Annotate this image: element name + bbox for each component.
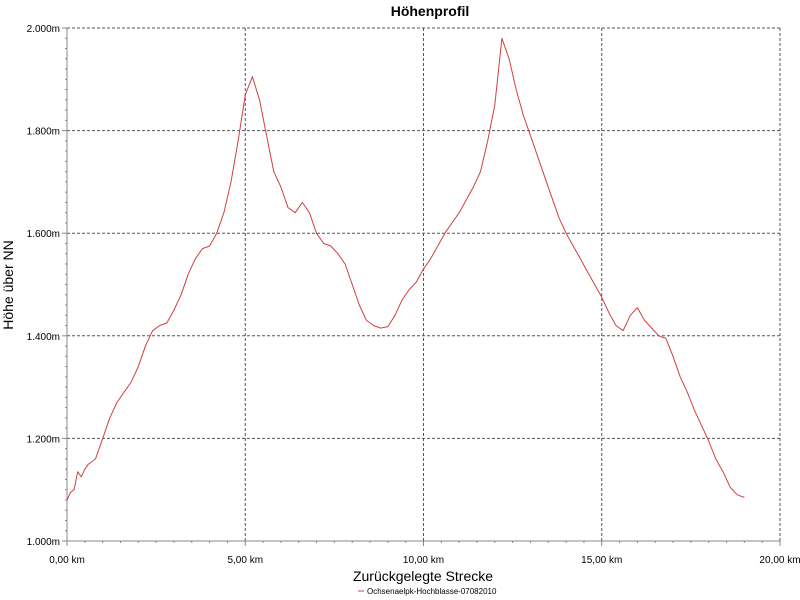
y-tick-label: 1.400m <box>27 332 60 343</box>
y-tick-label: 1.200m <box>27 434 60 445</box>
chart-title: Höhenprofil <box>391 3 470 19</box>
x-tick-label: 10,00 km <box>403 555 444 566</box>
elevation-line <box>66 37 745 501</box>
grid-lines <box>67 27 781 541</box>
y-tick-label: 2.000m <box>27 24 60 35</box>
y-tick-label: 1.000m <box>27 537 60 548</box>
legend: Ochsenaelpk-Hochblasse-07082010 <box>358 587 497 596</box>
y-axis-label: Höhe über NN <box>0 240 16 330</box>
x-tick-label: 20,00 km <box>759 555 800 566</box>
x-tick-label: 15,00 km <box>581 555 622 566</box>
x-tick-label: 0,00 km <box>49 555 85 566</box>
legend-label: Ochsenaelpk-Hochblasse-07082010 <box>367 587 497 596</box>
series-lines <box>66 37 745 501</box>
y-tick-label: 1.800m <box>27 127 60 138</box>
y-tick-label: 1.600m <box>27 229 60 240</box>
x-axis-label: Zurückgelegte Strecke <box>353 568 493 584</box>
y-axis-ticks: 1.000m 1.200m 1.400m 1.600m 1.800m 2.000m <box>27 24 67 548</box>
x-tick-label: 5,00 km <box>227 555 263 566</box>
x-axis-ticks: 0,00 km 5,00 km 10,00 km 15,00 km 20,00 km <box>49 541 800 566</box>
